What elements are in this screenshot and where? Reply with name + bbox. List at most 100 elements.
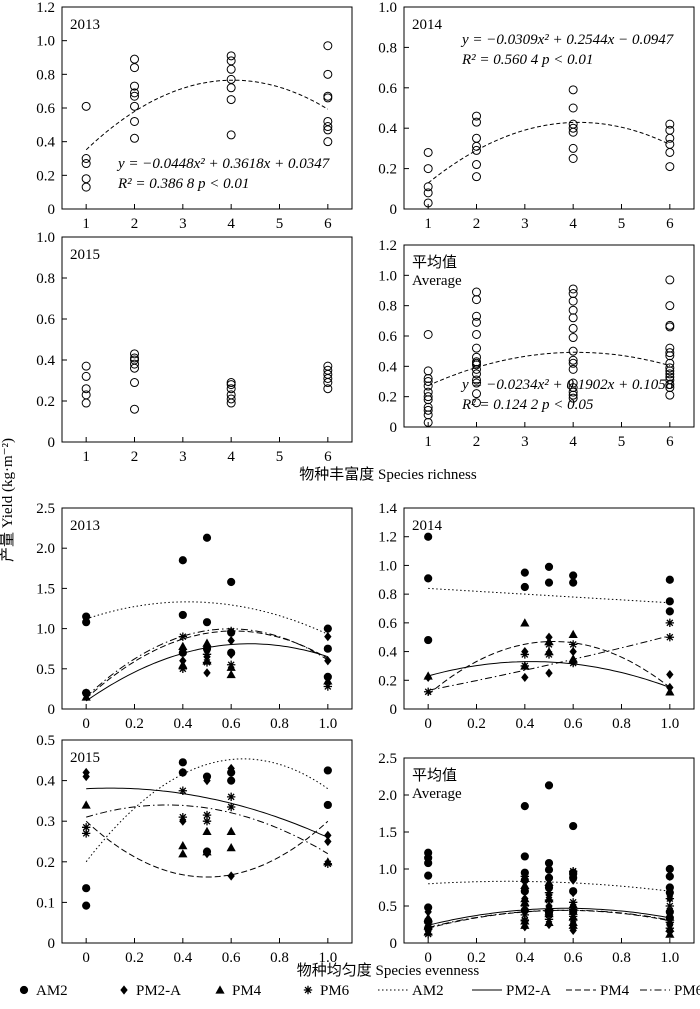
data-point-am2 [424,871,433,880]
data-point-pm6 [323,859,333,869]
data-point-pm6 [202,810,212,820]
data-point [568,313,578,323]
panel-label: 2015 [70,750,100,766]
data-point [226,394,236,404]
legend-item: PM4 [215,983,262,999]
data-point [472,358,481,368]
legend-label: PM4 [232,983,262,999]
data-point [130,54,139,64]
plot-frame [403,507,695,710]
data-point-pm4 [665,912,675,921]
data-point-pm2-a [324,632,332,642]
data-point [423,182,433,192]
panel-label: 2014 [412,17,443,33]
x-tick-label: 0.2 [125,716,144,732]
x-tick-label: 1.0 [660,950,679,966]
x-tick-label: 0.6 [564,716,583,732]
data-point-am2 [82,884,91,893]
data-point [568,123,578,133]
data-point-pm4 [544,877,554,886]
data-point [665,380,675,390]
legend-label: PM4 [600,983,630,999]
data-point [130,378,139,388]
data-point [226,83,236,93]
fit-curve-pm6 [86,804,329,855]
data-point [323,373,333,383]
x-tick-label: 0.4 [173,950,192,966]
data-point [226,398,236,408]
data-point-pm6 [226,626,236,636]
data-point-pm4 [202,847,212,856]
panel-e2014: 0 0.2 0.4 0.6 0.8 1.0 0 0.2 0.4 0.6 0.8 1.0 1.2 1.4 20… [378,501,695,732]
data-point-pm2-a [203,776,211,786]
fit-curve-pm2-a [86,787,329,838]
x-tick-label: 4 [227,449,235,465]
data-point-pm6 [226,660,236,669]
data-point [472,295,481,305]
data-point-pm6 [568,658,578,668]
data-point [568,323,578,333]
data-point-pm2-a [324,836,332,847]
y-tick-label: 0.8 [36,67,55,83]
y-tick-label: 1.0 [36,622,55,638]
data-point-am2 [665,575,674,584]
data-point [423,329,433,339]
data-point-am2 [520,582,529,592]
data-point [130,359,139,369]
x-tick-label: 1 [82,449,90,465]
data-point-pm6 [202,650,212,659]
data-point-am2 [665,864,674,874]
data-point [323,125,333,135]
x-tick-label: 0.6 [222,950,241,966]
data-point-pm6 [178,632,188,641]
x-tick-label: 6 [324,449,332,465]
data-point [472,343,481,353]
data-point-am2 [227,776,236,785]
x-tick-label: 0.4 [173,716,192,732]
y-tick-label: 0.4 [378,359,397,375]
data-point [665,363,675,373]
panel-label-en: Average [412,273,462,289]
x-tick-label: 2 [131,216,139,232]
data-point [81,159,91,169]
y-tick-label: 0.6 [36,312,55,328]
x-tick-label: 3 [179,449,187,465]
data-point [472,329,481,339]
data-point [665,322,675,332]
data-point [568,143,578,153]
data-point [81,182,91,192]
data-point [226,64,236,74]
data-point [472,111,481,121]
data-point [665,125,675,135]
data-point-am2 [82,618,91,627]
legend-item: PM6 [303,983,350,999]
y-tick-label: 2.5 [378,751,397,767]
data-point [472,117,481,127]
panel-r2014: 1 2 3 4 5 6 0 0.2 0.4 0.6 0.8 1.0 2014 y = −0.0309x² … [378,0,695,232]
data-point [130,363,139,373]
x-tick-label: 1.0 [318,716,337,732]
y-tick-label: 0.2 [378,390,397,406]
plot-frame [403,757,695,944]
data-point [130,88,139,98]
data-point-pm2-a [569,925,577,936]
data-point-pm6 [665,633,675,642]
data-point [226,380,236,390]
x-tick-label: 0.8 [270,950,289,966]
data-point-am2 [569,571,578,580]
data-point [472,378,481,388]
data-point [472,141,481,151]
data-point [568,358,578,368]
data-point [130,91,139,101]
y-tick-label: 1.0 [378,862,397,878]
plot-frame [61,507,353,710]
fit-equation: y = −0.0234x² + 0.1902x + 0.1058 [460,377,674,393]
data-point-pm2-a [227,763,235,774]
data-point-pm4 [665,929,675,938]
data-point-pm6 [568,905,578,914]
x-tick-label: 5 [276,449,284,465]
y-tick-label: 0.6 [378,616,397,632]
data-point [568,127,578,137]
data-point-pm4 [323,676,333,685]
